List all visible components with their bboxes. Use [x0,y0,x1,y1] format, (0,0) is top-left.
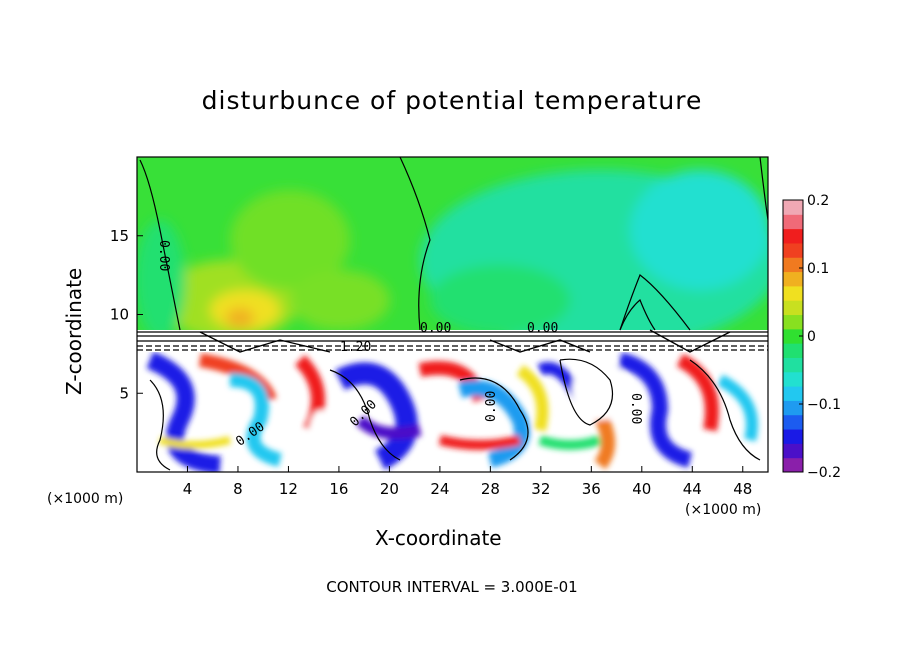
contour-label: 0.00 [484,391,499,422]
y-tick-label: 15 [110,227,129,245]
colorbar-tick-label: 0.2 [807,193,829,209]
colorbar-tick-label: −0.2 [807,465,841,481]
x-tick-label: 24 [430,480,449,498]
x-tick-label: 4 [183,480,193,498]
y-tick-label: 10 [110,306,129,324]
colorbar: 0.2 0.1 0 −0.1 −0.2 [782,193,841,481]
colorbar-swatch [783,429,803,444]
x-unit-label: (×1000 m) [47,491,124,507]
colorbar-swatch [783,242,803,258]
colorbar-swatch [783,343,803,358]
colorbar-swatch [783,200,803,215]
colorbar-swatch [783,228,803,244]
y-axis: 5 10 15 [110,227,143,402]
colorbar-swatch [783,285,803,301]
x-tick-label: 32 [531,480,550,498]
y-axis-label: Z-coordinate [62,267,86,395]
x-tick-label: 40 [632,480,651,498]
colorbar-tick-label: 0 [807,329,816,345]
contour-label: 0.00 [420,321,451,336]
colorbar-swatch [783,357,803,373]
colorbar-swatch [783,300,803,316]
x-tick-label: 8 [233,480,243,498]
x-tick-label: 28 [481,480,500,498]
x-tick-label: 36 [582,480,601,498]
contour-label: 0.00 [527,321,558,336]
x-unit-label: (×1000 m) [685,502,762,518]
colorbar-swatch [783,386,803,401]
chart-title: disturbunce of potential temperature [201,86,703,115]
contour-label: 0.00 [156,240,171,271]
colorbar-tick-label: −0.1 [807,397,841,413]
colorbar-swatch [783,414,803,430]
colorbar-swatch [783,314,803,330]
x-tick-label: 12 [279,480,298,498]
x-tick-label: 48 [733,480,752,498]
y-tick-label: 5 [119,384,129,402]
x-axis: 4 8 12 16 20 24 28 32 36 40 44 48 [183,466,752,498]
colorbar-swatch [783,214,803,230]
x-tick-label: 16 [329,480,348,498]
contour-label: 1.20 [340,340,371,355]
x-tick-label: 44 [683,480,702,498]
colorbar-swatch [783,271,803,287]
x-axis-label: X-coordinate [375,526,502,550]
colorbar-swatch [783,328,803,344]
colorbar-swatch [783,457,803,473]
contour-label: 0.00 [628,393,643,424]
colorbar-swatch [783,257,803,273]
colorbar-tick-label: 0.1 [807,261,829,277]
x-tick-label: 20 [380,480,399,498]
contour-interval-note: CONTOUR INTERVAL = 3.000E-01 [326,578,578,596]
colorbar-swatch [783,443,803,459]
heatmap-field [137,157,768,472]
colorbar-swatch [783,371,803,387]
colorbar-swatch [783,400,803,416]
